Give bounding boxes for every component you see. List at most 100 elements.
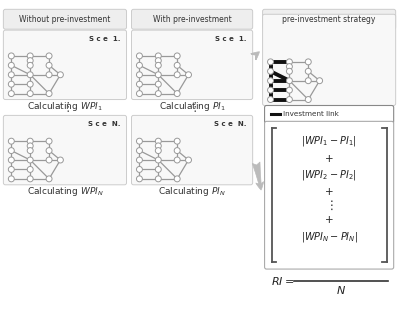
Circle shape xyxy=(9,148,14,153)
Circle shape xyxy=(46,148,52,153)
Circle shape xyxy=(46,72,52,78)
Text: $N$: $N$ xyxy=(336,284,346,296)
Circle shape xyxy=(27,166,33,172)
Circle shape xyxy=(27,91,33,97)
Circle shape xyxy=(286,78,292,84)
Text: $|WPI_N - PI_N|$: $|WPI_N - PI_N|$ xyxy=(301,230,358,244)
Circle shape xyxy=(156,72,161,78)
Circle shape xyxy=(268,78,273,84)
Circle shape xyxy=(27,138,33,144)
Circle shape xyxy=(136,81,143,87)
Text: Without pre-investment: Without pre-investment xyxy=(19,15,111,24)
Circle shape xyxy=(174,148,180,153)
Circle shape xyxy=(9,91,14,97)
Circle shape xyxy=(136,62,143,68)
Circle shape xyxy=(9,166,14,172)
Circle shape xyxy=(9,138,14,144)
Circle shape xyxy=(286,97,292,102)
Text: Investment link: Investment link xyxy=(284,111,339,117)
Text: $+$: $+$ xyxy=(324,152,334,163)
Circle shape xyxy=(46,91,52,97)
Circle shape xyxy=(9,157,14,163)
FancyBboxPatch shape xyxy=(132,115,253,185)
FancyBboxPatch shape xyxy=(3,115,126,185)
Circle shape xyxy=(286,64,292,69)
Text: Calculating $PI_N$: Calculating $PI_N$ xyxy=(158,185,226,198)
Text: Calculating $WPI_1$: Calculating $WPI_1$ xyxy=(27,99,103,112)
Text: $+$: $+$ xyxy=(324,186,334,197)
Circle shape xyxy=(9,62,14,68)
Circle shape xyxy=(46,138,52,144)
Circle shape xyxy=(9,81,14,87)
Circle shape xyxy=(185,72,192,78)
Circle shape xyxy=(27,53,33,59)
Circle shape xyxy=(268,87,273,93)
Text: $\vdots$: $\vdots$ xyxy=(188,100,196,114)
Circle shape xyxy=(27,176,33,182)
Circle shape xyxy=(174,157,180,163)
Circle shape xyxy=(305,78,311,84)
Circle shape xyxy=(9,72,14,78)
Circle shape xyxy=(174,53,180,59)
Circle shape xyxy=(58,157,63,163)
FancyBboxPatch shape xyxy=(3,9,126,29)
Circle shape xyxy=(27,62,33,68)
Circle shape xyxy=(174,72,180,78)
Text: $\vdots$: $\vdots$ xyxy=(60,100,69,114)
Circle shape xyxy=(58,72,63,78)
FancyBboxPatch shape xyxy=(132,9,253,29)
Circle shape xyxy=(268,59,273,65)
Circle shape xyxy=(286,68,292,74)
Circle shape xyxy=(27,157,33,163)
Circle shape xyxy=(156,81,161,87)
Circle shape xyxy=(174,91,180,97)
FancyBboxPatch shape xyxy=(264,106,394,123)
Text: $\vdots$: $\vdots$ xyxy=(325,199,333,212)
Circle shape xyxy=(27,148,33,153)
Circle shape xyxy=(136,166,143,172)
Circle shape xyxy=(286,87,292,93)
Circle shape xyxy=(27,72,33,78)
Circle shape xyxy=(174,138,180,144)
Circle shape xyxy=(156,57,161,64)
Circle shape xyxy=(46,53,52,59)
Circle shape xyxy=(317,78,322,84)
Circle shape xyxy=(156,143,161,149)
Circle shape xyxy=(305,68,311,74)
Circle shape xyxy=(156,157,161,163)
Circle shape xyxy=(268,97,273,102)
Text: S c e  1.: S c e 1. xyxy=(89,36,121,42)
Circle shape xyxy=(156,53,161,59)
Circle shape xyxy=(136,53,143,59)
Text: S c e  1.: S c e 1. xyxy=(215,36,247,42)
FancyBboxPatch shape xyxy=(132,30,253,99)
Circle shape xyxy=(156,138,161,144)
FancyBboxPatch shape xyxy=(262,9,396,29)
Text: With pre-investment: With pre-investment xyxy=(153,15,231,24)
Circle shape xyxy=(27,143,33,149)
Circle shape xyxy=(305,97,311,102)
Circle shape xyxy=(305,59,311,65)
Circle shape xyxy=(156,62,161,68)
Text: $RI =$: $RI =$ xyxy=(271,275,294,287)
Circle shape xyxy=(156,148,161,153)
Text: S c e  N.: S c e N. xyxy=(214,121,247,127)
Circle shape xyxy=(286,59,292,65)
Circle shape xyxy=(136,157,143,163)
Text: $|WPI_1 - PI_1|$: $|WPI_1 - PI_1|$ xyxy=(301,134,357,148)
Circle shape xyxy=(136,91,143,97)
Circle shape xyxy=(9,176,14,182)
FancyBboxPatch shape xyxy=(3,30,126,99)
Circle shape xyxy=(185,157,192,163)
Text: Calculating $WPI_N$: Calculating $WPI_N$ xyxy=(26,185,103,198)
Text: $|WPI_2 - PI_2|$: $|WPI_2 - PI_2|$ xyxy=(301,168,357,182)
Circle shape xyxy=(46,176,52,182)
Circle shape xyxy=(156,91,161,97)
Circle shape xyxy=(46,157,52,163)
Circle shape xyxy=(136,72,143,78)
Circle shape xyxy=(174,176,180,182)
Circle shape xyxy=(174,62,180,68)
Circle shape xyxy=(136,176,143,182)
Circle shape xyxy=(9,53,14,59)
Circle shape xyxy=(268,68,273,74)
